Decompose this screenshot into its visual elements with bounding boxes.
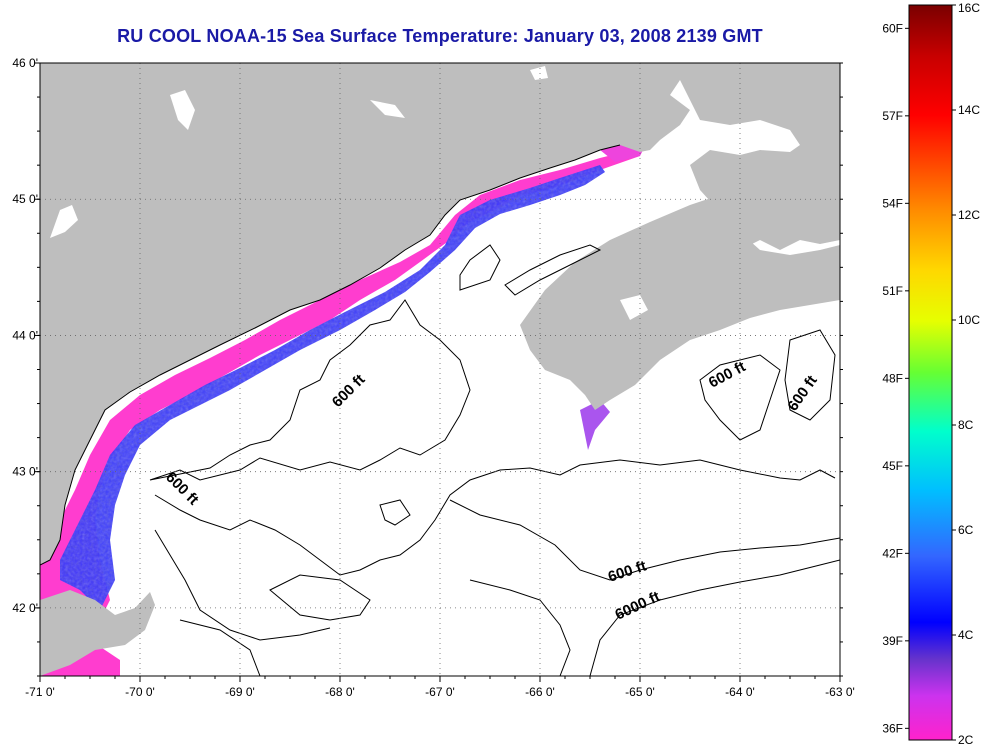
cb-fahrenheit-label: 57F <box>882 109 903 123</box>
lon-tick-label: -67 0' <box>425 685 455 699</box>
cb-celsius-label: 4C <box>958 628 974 642</box>
cb-celsius-label: 6C <box>958 523 974 537</box>
lon-tick-label: -66 0' <box>525 685 555 699</box>
lon-tick-label: -65 0' <box>625 685 655 699</box>
cb-fahrenheit-label: 36F <box>882 721 903 735</box>
land-cape-cod <box>40 590 155 676</box>
cb-fahrenheit-label: 39F <box>882 634 903 648</box>
lat-tick-label: 42 0' <box>12 601 38 615</box>
lat-tick-label: 45 0' <box>12 192 38 206</box>
lat-tick-label: 44 0' <box>12 328 38 342</box>
cb-celsius-label: 14C <box>958 103 980 117</box>
sst-ns-tip <box>580 400 610 450</box>
map-title: RU COOL NOAA-15 Sea Surface Temperature:… <box>117 26 763 46</box>
coastline <box>40 144 621 566</box>
cb-celsius-label: 16C <box>958 1 980 15</box>
lat-tick-label: 43 0' <box>12 465 38 479</box>
cb-fahrenheit-label: 42F <box>882 546 903 560</box>
bathymetry-contours <box>149 244 840 676</box>
lon-tick-label: -64 0' <box>725 685 755 699</box>
cb-fahrenheit-label: 51F <box>882 284 903 298</box>
lake-1 <box>170 90 195 130</box>
cb-celsius-label: 2C <box>958 733 974 747</box>
lon-tick-label: -71 0' <box>25 685 55 699</box>
cb-celsius-label: 10C <box>958 313 980 327</box>
lake-3 <box>620 295 648 320</box>
lon-tick-label: -69 0' <box>225 685 255 699</box>
lake-5 <box>370 100 405 118</box>
lake-4 <box>530 66 548 80</box>
lon-tick-label: -63 0' <box>825 685 855 699</box>
cb-fahrenheit-label: 60F <box>882 21 903 35</box>
cb-celsius-label: 8C <box>958 418 974 432</box>
lon-tick-label: -68 0' <box>325 685 355 699</box>
cb-fahrenheit-label: 54F <box>882 196 903 210</box>
land-nova-scotia <box>520 195 840 410</box>
lake-2 <box>50 205 78 238</box>
colorbar <box>908 4 953 741</box>
cb-fahrenheit-label: 48F <box>882 371 903 385</box>
lon-tick-label: -70 0' <box>125 685 155 699</box>
lat-tick-label: 46 0' <box>12 56 38 70</box>
cb-fahrenheit-label: 45F <box>882 459 903 473</box>
cb-celsius-label: 12C <box>958 208 980 222</box>
